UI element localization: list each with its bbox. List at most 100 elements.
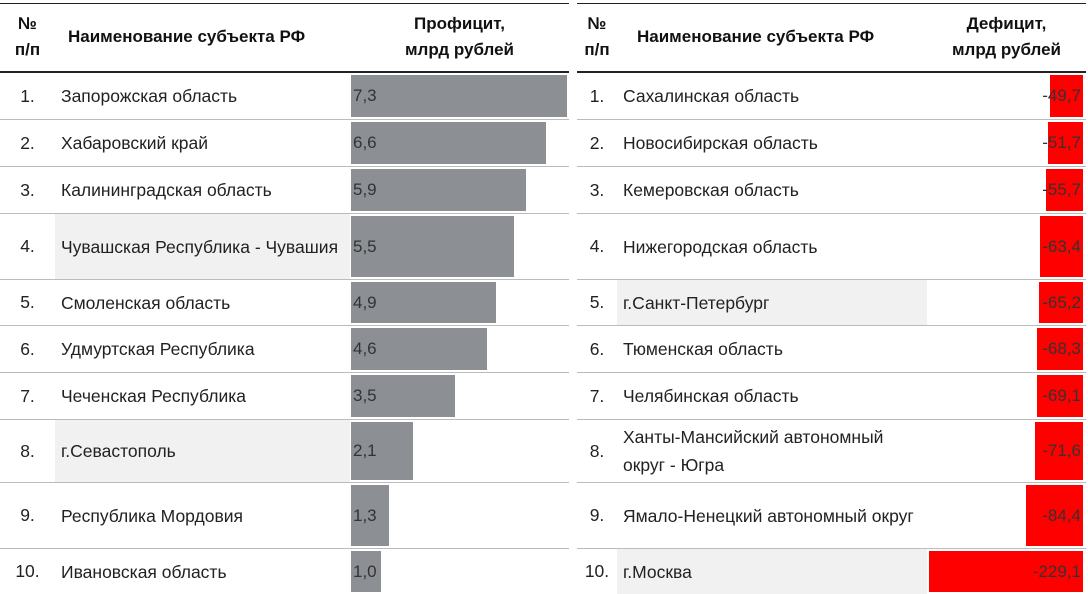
region-name: Сахалинская область: [623, 86, 800, 106]
region-name: Удмуртская Республика: [61, 339, 255, 359]
value-label: 3,5: [353, 386, 377, 405]
value-label: -69,1: [1042, 386, 1081, 405]
table-row: 4. Нижегородская область -63,4: [577, 214, 1086, 280]
surplus-bar: [351, 75, 567, 117]
table-row: 10. г.Москва -229,1: [577, 549, 1086, 594]
region-name: Тюменская область: [623, 339, 783, 359]
value-label: 2,1: [353, 441, 377, 460]
value-label: 5,5: [353, 236, 377, 256]
surplus-bar: [351, 216, 514, 277]
table-row: 7. Челябинская область -69,1: [577, 373, 1086, 420]
value-label: 7,3: [353, 86, 377, 105]
table-row: 7. Чеченская Республика 3,5: [0, 373, 569, 420]
row-number: 8.: [589, 440, 605, 461]
row-number: 2.: [20, 132, 35, 153]
region-name: г.Москва: [617, 549, 927, 594]
deficit-bar: [1045, 169, 1083, 211]
value-label: -68,3: [1042, 339, 1081, 358]
row-number: 6.: [589, 338, 605, 359]
region-name: Запорожская область: [61, 86, 238, 106]
table-row: 5. г.Санкт-Петербург -65,2: [577, 280, 1086, 326]
value-label: 4,6: [353, 339, 377, 358]
table-row: 4. Чувашская Республика - Чувашия 5,5: [0, 214, 569, 280]
row-number: 6.: [20, 338, 35, 359]
surplus-bar: [351, 422, 414, 480]
region-name: Калининградская область: [61, 180, 272, 200]
table-row: 6. Тюменская область -68,3: [577, 326, 1086, 373]
value-label: -71,6: [1042, 441, 1081, 460]
value-label: -55,7: [1042, 180, 1081, 199]
region-name: г.Санкт-Петербург: [617, 280, 927, 325]
table-row: 3. Кемеровская область -55,7: [577, 167, 1086, 214]
header-name: Наименование субъекта РФ: [637, 27, 875, 46]
value-label: 6,6: [353, 133, 377, 152]
table-row: 6. Удмуртская Республика 4,6: [0, 326, 569, 373]
value-label: -49,7: [1042, 86, 1081, 105]
value-label: -65,2: [1042, 292, 1081, 312]
deficit-bar: [1026, 485, 1083, 546]
row-number: 8.: [20, 440, 35, 461]
deficit-bar: [1049, 75, 1083, 117]
deficit-bar: [1039, 282, 1083, 323]
value-label: 4,9: [353, 292, 377, 312]
surplus-bar: [351, 169, 526, 211]
header-num: № п/п: [584, 14, 610, 59]
value-label: 5,9: [353, 180, 377, 199]
row-number: 1.: [20, 85, 35, 106]
region-name: Ивановская область: [61, 561, 227, 582]
region-name: Челябинская область: [623, 386, 799, 406]
table-row: 1. Запорожская область 7,3: [0, 73, 569, 120]
surplus-bar: [351, 551, 381, 592]
region-name: г.Севастополь: [55, 420, 350, 482]
row-number: 4.: [20, 236, 35, 256]
region-name: Новосибирская область: [623, 133, 818, 153]
table-row: 10. Ивановская область 1,0: [0, 549, 569, 594]
deficit-bar: [1040, 216, 1083, 277]
row-number: 5.: [20, 292, 35, 312]
region-name: Чеченская Республика: [61, 386, 246, 406]
surplus-bar: [351, 122, 547, 164]
row-number: 4.: [589, 236, 605, 256]
row-number: 5.: [589, 292, 605, 312]
deficit-header: № п/п Наименование субъекта РФ Дефицит, …: [577, 4, 1086, 73]
table-row: 1. Сахалинская область -49,7: [577, 73, 1086, 120]
row-number: 9.: [589, 505, 605, 525]
value-label: 1,0: [353, 561, 377, 581]
value-label: -229,1: [1032, 561, 1081, 581]
value-label: -84,4: [1042, 505, 1081, 525]
surplus-header: № п/п Наименование субъекта РФ Профицит,…: [0, 4, 569, 73]
deficit-bar: [929, 551, 1083, 592]
region-name: Смоленская область: [61, 292, 231, 313]
row-number: 7.: [20, 385, 35, 406]
deficit-bar: [1036, 375, 1083, 417]
row-number: 7.: [589, 385, 605, 406]
table-row: 2. Хабаровский край 6,6: [0, 120, 569, 167]
header-value: Профицит, млрд рублей: [404, 14, 515, 59]
surplus-bar: [351, 282, 496, 323]
region-name: Хабаровский край: [61, 133, 209, 153]
surplus-bar: [351, 328, 488, 370]
surplus-table: № п/п Наименование субъекта РФ Профицит,…: [0, 3, 569, 594]
table-row: 5. Смоленская область 4,9: [0, 280, 569, 326]
deficit-bar: [1048, 122, 1083, 164]
row-number: 10.: [584, 561, 610, 581]
row-number: 10.: [15, 561, 40, 581]
table-row: 8. г.Севастополь 2,1: [0, 420, 569, 483]
region-name: Республика Мордовия: [61, 505, 243, 526]
deficit-bar: [1034, 422, 1083, 480]
value-label: 1,3: [353, 505, 377, 525]
region-name: Ханты-Мансийский автономный округ - Югра: [623, 427, 884, 475]
region-name: Кемеровская область: [623, 180, 799, 200]
deficit-table: № п/п Наименование субъекта РФ Дефицит, …: [577, 3, 1086, 594]
value-label: -51,7: [1042, 133, 1081, 152]
row-number: 3.: [589, 179, 605, 200]
header-value: Дефицит, млрд рублей: [951, 14, 1062, 59]
row-number: 9.: [20, 505, 35, 525]
row-number: 3.: [20, 179, 35, 200]
header-name: Наименование субъекта РФ: [68, 27, 306, 46]
region-name: Нижегородская область: [623, 236, 818, 257]
table-row: 8. Ханты-Мансийский автономный округ - Ю…: [577, 420, 1086, 483]
row-number: 1.: [589, 85, 605, 106]
surplus-bar: [351, 375, 455, 417]
table-row: 9. Республика Мордовия 1,3: [0, 483, 569, 549]
